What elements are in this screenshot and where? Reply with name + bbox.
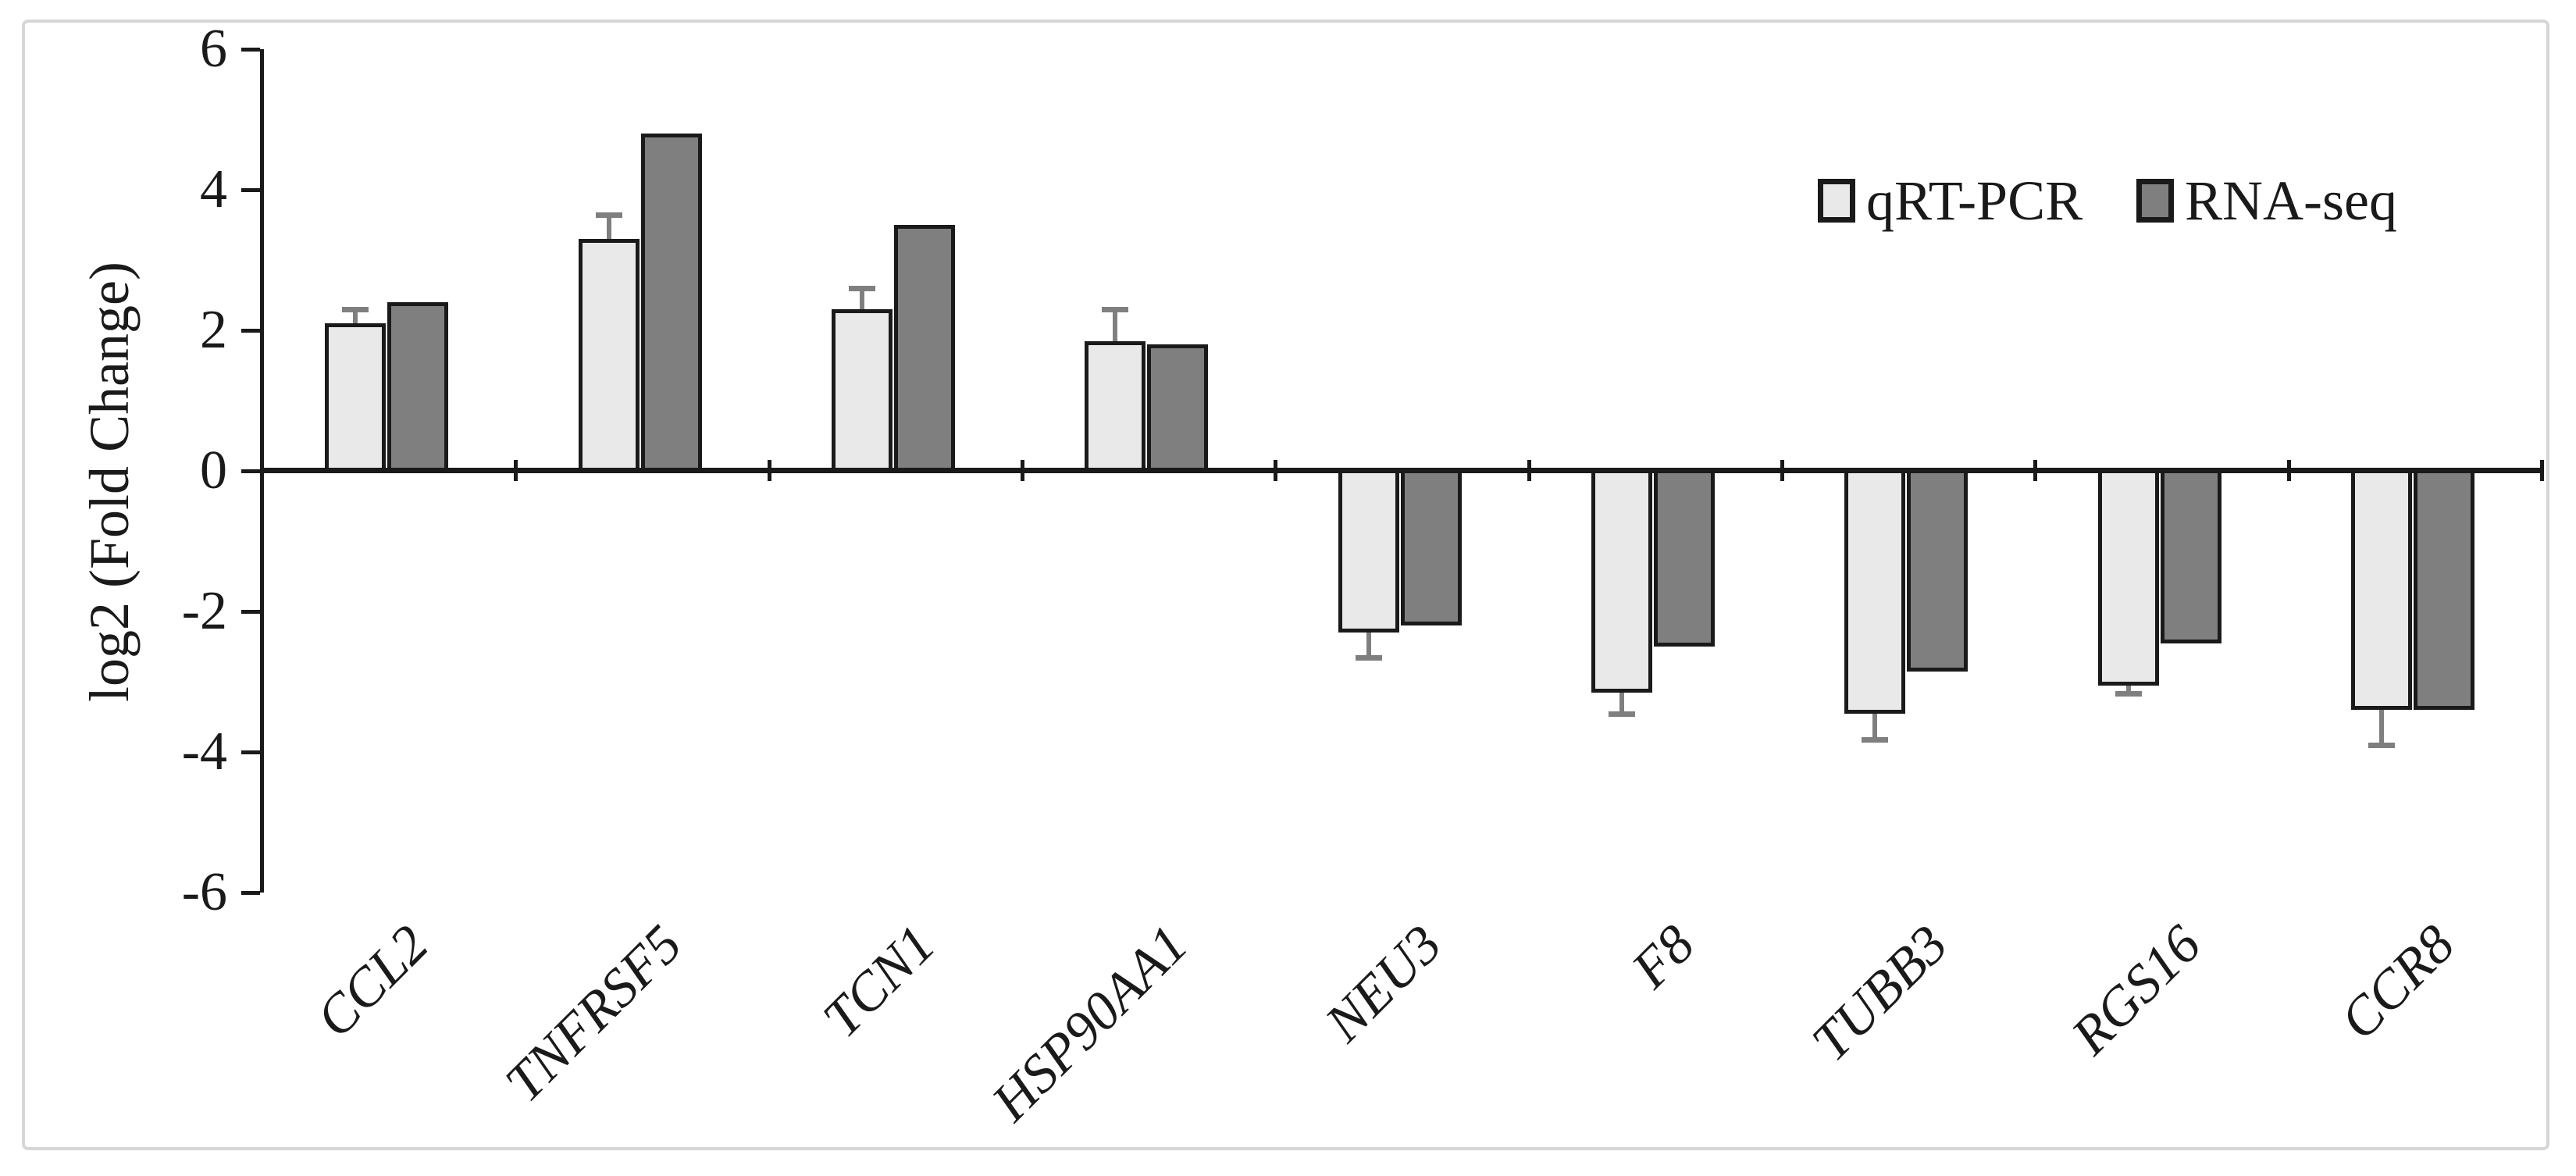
x-axis-label-neu3: NEU3 bbox=[1313, 914, 1453, 1053]
error-bar-whisker-neu3 bbox=[1366, 633, 1371, 657]
error-bar-whisker-ccl2 bbox=[353, 309, 358, 323]
bar-rnaseq-ccl2 bbox=[387, 302, 449, 473]
x-axis-tick bbox=[1021, 460, 1024, 481]
bar-qrtpcr-f8 bbox=[1591, 469, 1652, 693]
y-axis-tick-label: 0 bbox=[200, 440, 227, 501]
error-bar-cap-ccl2 bbox=[342, 307, 369, 312]
y-axis-tick-label: -6 bbox=[181, 862, 227, 922]
bar-rnaseq-tubb3 bbox=[1907, 469, 1969, 672]
bar-qrtpcr-neu3 bbox=[1338, 469, 1399, 633]
error-bar-cap-rgs16 bbox=[2115, 691, 2142, 697]
bar-rnaseq-tcn1 bbox=[893, 225, 955, 473]
bar-qrtpcr-rgs16 bbox=[2097, 469, 2159, 686]
error-bar-whisker-tcn1 bbox=[859, 288, 864, 309]
bar-rnaseq-neu3 bbox=[1400, 469, 1462, 625]
bar-qrtpcr-tcn1 bbox=[831, 309, 893, 473]
bar-rnaseq-tnfrsf5 bbox=[640, 134, 702, 473]
bar-qrtpcr-ccr8 bbox=[2350, 469, 2412, 710]
bar-qrtpcr-hsp90aa1 bbox=[1085, 340, 1146, 473]
legend-item-qrtpcr: qRT-PCR bbox=[1818, 166, 2083, 236]
y-axis-tick-label: 4 bbox=[200, 159, 227, 219]
error-bar-whisker-rgs16 bbox=[2125, 685, 2131, 694]
x-axis-tick bbox=[1780, 460, 1784, 481]
x-axis-tick bbox=[767, 460, 771, 481]
y-axis-tick-label: -2 bbox=[181, 581, 227, 641]
error-bar-cap-ccr8 bbox=[2368, 743, 2395, 748]
error-bar-whisker-hsp90aa1 bbox=[1113, 309, 1118, 341]
y-axis-tick-label: 6 bbox=[200, 19, 227, 79]
error-bar-whisker-f8 bbox=[1619, 692, 1624, 714]
error-bar-cap-f8 bbox=[1608, 711, 1635, 717]
error-bar-whisker-ccr8 bbox=[2378, 710, 2384, 745]
x-axis-tick bbox=[2286, 460, 2291, 481]
y-axis-line bbox=[260, 49, 264, 893]
x-axis-label-ccl2: CCL2 bbox=[305, 914, 440, 1049]
x-axis-tick bbox=[1527, 460, 1531, 481]
x-axis-label-rgs16: RGS16 bbox=[2060, 914, 2213, 1067]
legend-item-rnaseq: RNA-seq bbox=[2136, 166, 2397, 236]
x-axis-label-hsp90aa1: HSP90AA1 bbox=[981, 914, 1200, 1133]
error-bar-cap-hsp90aa1 bbox=[1102, 307, 1129, 312]
x-axis-label-tubb3: TUBB3 bbox=[1801, 914, 1960, 1073]
legend-label-rnaseq: RNA-seq bbox=[2185, 169, 2397, 232]
legend-swatch-qrtpcr bbox=[1818, 179, 1855, 223]
bar-qrtpcr-tubb3 bbox=[1844, 469, 1906, 714]
y-axis-tick bbox=[241, 329, 260, 333]
x-axis-tick bbox=[2033, 460, 2038, 481]
error-bar-cap-tnfrsf5 bbox=[595, 212, 622, 218]
legend-swatch-rnaseq bbox=[2136, 179, 2174, 223]
x-axis-tick bbox=[514, 460, 518, 481]
bar-qrtpcr-tnfrsf5 bbox=[578, 239, 640, 473]
x-axis-label-ccr8: CCR8 bbox=[2328, 914, 2466, 1052]
bar-rnaseq-f8 bbox=[1653, 469, 1715, 647]
y-axis-tick bbox=[241, 188, 260, 192]
y-axis-tick bbox=[241, 750, 260, 754]
y-axis-tick-label: -4 bbox=[181, 722, 227, 782]
y-axis-tick-label: 2 bbox=[200, 300, 227, 360]
x-axis-label-tcn1: TCN1 bbox=[811, 914, 946, 1049]
bar-rnaseq-hsp90aa1 bbox=[1147, 344, 1209, 473]
x-axis-tick bbox=[2540, 460, 2544, 481]
bar-qrtpcr-ccl2 bbox=[325, 323, 387, 473]
bar-rnaseq-ccr8 bbox=[2413, 469, 2474, 710]
x-axis-line bbox=[262, 468, 2542, 473]
error-bar-cap-neu3 bbox=[1355, 654, 1382, 661]
error-bar-whisker-tnfrsf5 bbox=[606, 214, 611, 239]
y-axis-tick bbox=[241, 891, 260, 895]
x-axis-label-tnfrsf5: TNFRSF5 bbox=[493, 914, 693, 1114]
y-axis-tick bbox=[241, 469, 260, 473]
bar-rnaseq-rgs16 bbox=[2160, 469, 2221, 643]
error-bar-cap-tcn1 bbox=[848, 286, 875, 291]
y-axis-tick bbox=[241, 610, 260, 614]
legend-label-qrtpcr: qRT-PCR bbox=[1866, 169, 2083, 232]
y-axis-tick bbox=[241, 48, 260, 52]
error-bar-cap-tubb3 bbox=[1862, 736, 1889, 743]
x-axis-tick bbox=[1274, 460, 1278, 481]
error-bar-whisker-tubb3 bbox=[1872, 713, 1878, 739]
x-axis-label-f8: F8 bbox=[1620, 914, 1706, 1000]
figure-border bbox=[22, 20, 2549, 1150]
